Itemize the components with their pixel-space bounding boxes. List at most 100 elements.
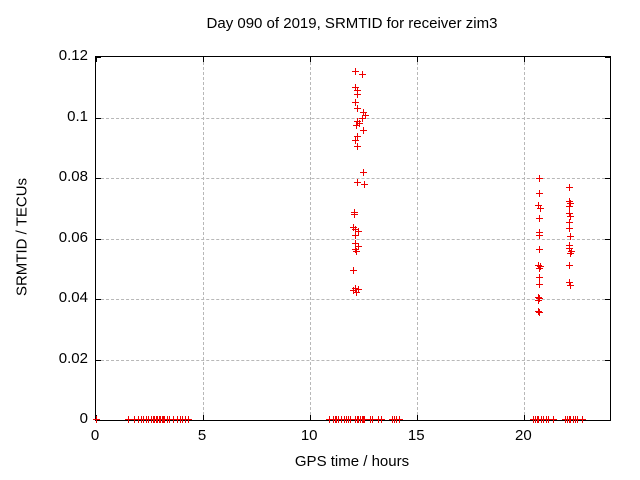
data-point: [565, 279, 573, 287]
x-tick-mark: [524, 415, 526, 420]
data-point: [536, 295, 544, 303]
data-point: [535, 265, 543, 273]
data-point: [566, 209, 574, 217]
data-point: [536, 309, 544, 317]
data-point: [360, 168, 368, 176]
x-tick-label: 10: [300, 427, 318, 444]
data-point: [535, 202, 543, 210]
y-gridline: [96, 178, 610, 179]
y-tick-mark: [96, 238, 101, 240]
y-tick-label: 0.12: [58, 47, 88, 64]
y-tick-label: 0.06: [58, 228, 88, 246]
x-tick-label: 0: [90, 427, 100, 444]
data-point: [354, 87, 362, 95]
data-point: [537, 263, 545, 271]
y-gridline: [96, 117, 610, 119]
data-point: [351, 232, 359, 240]
x-tick-mark: [417, 415, 419, 420]
data-point: [361, 416, 369, 423]
data-point: [353, 118, 361, 126]
data-point: [369, 416, 377, 423]
data-point: [566, 183, 574, 191]
data-point: [358, 114, 366, 122]
y-tick-mark-right: [605, 359, 610, 361]
data-point: [535, 246, 543, 254]
data-point: [567, 200, 575, 208]
y-tick-mark-right: [605, 420, 610, 421]
y-tick-label: 0.02: [58, 349, 88, 367]
data-point: [354, 242, 362, 250]
data-point: [567, 281, 575, 289]
data-point: [535, 307, 543, 315]
data-point: [535, 281, 543, 289]
data-point: [535, 190, 543, 198]
data-point: [346, 416, 354, 423]
data-point: [93, 416, 101, 423]
data-point: [361, 180, 369, 188]
data-point: [351, 245, 359, 253]
data-point: [166, 416, 174, 423]
plot-area: [93, 56, 611, 423]
data-point: [579, 416, 587, 423]
data-point: [567, 212, 575, 220]
data-point: [535, 297, 543, 305]
data-point: [565, 197, 573, 205]
data-point: [567, 248, 575, 256]
x-tick-label: 20: [514, 427, 532, 444]
data-point: [537, 204, 545, 212]
data-point: [351, 240, 359, 248]
data-point: [377, 416, 385, 423]
y-tick-mark: [96, 420, 101, 421]
data-point: [566, 225, 574, 233]
data-point: [573, 416, 581, 423]
data-point: [353, 104, 361, 112]
data-point: [395, 416, 403, 423]
data-point: [355, 286, 363, 294]
data-point: [352, 121, 360, 129]
x-tick-mark-top: [203, 57, 205, 62]
data-point: [351, 211, 359, 219]
chart-title: Day 090 of 2019, SRMTID for receiver zim…: [206, 15, 498, 32]
data-point: [353, 142, 361, 150]
y-tick-label: 0.1: [67, 107, 88, 125]
data-point: [351, 98, 359, 106]
data-point: [353, 248, 361, 256]
y-tick-mark-right: [605, 57, 610, 58]
y-gridline: [96, 359, 610, 361]
y-tick-label: 0.04: [58, 289, 88, 306]
data-point: [535, 175, 543, 183]
data-point: [354, 228, 362, 236]
data-point: [354, 91, 362, 99]
x-tick-mark-top: [96, 57, 97, 62]
x-tick-label: 15: [407, 427, 425, 444]
data-point: [351, 84, 359, 92]
x-tick-mark-top: [524, 57, 526, 62]
data-point: [360, 127, 368, 135]
x-tick-mark: [310, 415, 312, 420]
x-tick-mark-top: [417, 57, 419, 62]
data-point: [550, 416, 558, 423]
x-tick-mark-top: [310, 57, 312, 62]
y-gridline: [96, 238, 610, 240]
data-point: [361, 111, 369, 119]
y-tick-mark: [96, 178, 101, 179]
x-tick-label: 5: [197, 427, 207, 444]
data-point: [565, 262, 573, 270]
data-point: [356, 120, 364, 128]
x-tick-mark: [203, 415, 205, 420]
data-point: [353, 179, 361, 187]
data-point: [326, 416, 334, 423]
data-point: [535, 273, 543, 281]
data-point: [567, 232, 575, 240]
data-point: [535, 214, 543, 222]
data-point: [351, 284, 359, 292]
data-point: [566, 219, 574, 227]
data-point: [535, 232, 543, 240]
y-tick-mark-right: [605, 299, 610, 300]
y-tick-label: 0: [79, 410, 88, 427]
data-point: [351, 136, 359, 144]
data-point: [567, 250, 575, 258]
y-tick-label: 0.08: [58, 168, 88, 185]
data-point: [359, 70, 367, 78]
data-point: [125, 416, 133, 423]
